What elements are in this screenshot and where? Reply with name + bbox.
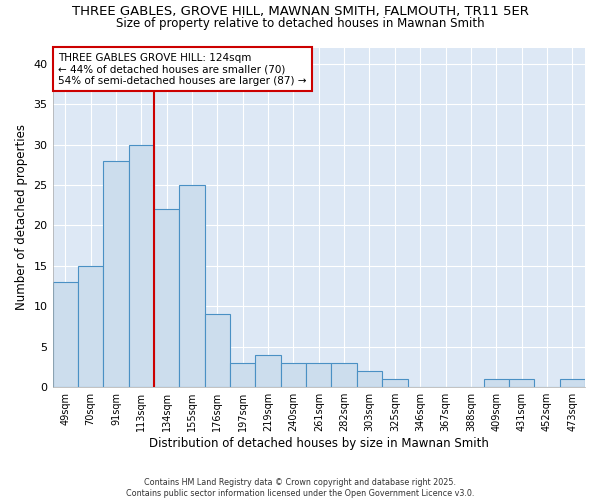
Bar (484, 379, 509, 387)
Bar (331, 363, 357, 387)
Bar (560, 379, 585, 387)
Bar (205, 314, 230, 387)
Bar (306, 363, 331, 387)
Bar (281, 363, 306, 387)
Text: Size of property relative to detached houses in Mawnan Smith: Size of property relative to detached ho… (116, 18, 484, 30)
Text: THREE GABLES, GROVE HILL, MAWNAN SMITH, FALMOUTH, TR11 5ER: THREE GABLES, GROVE HILL, MAWNAN SMITH, … (71, 5, 529, 18)
Bar (256, 355, 281, 387)
X-axis label: Distribution of detached houses by size in Mawnan Smith: Distribution of detached houses by size … (149, 437, 489, 450)
Bar (382, 379, 407, 387)
Text: THREE GABLES GROVE HILL: 124sqm
← 44% of detached houses are smaller (70)
54% of: THREE GABLES GROVE HILL: 124sqm ← 44% of… (58, 52, 307, 86)
Bar (154, 210, 179, 387)
Bar (128, 144, 154, 387)
Bar (230, 363, 256, 387)
Bar (179, 185, 205, 387)
Bar (103, 160, 128, 387)
Bar (53, 282, 78, 387)
Text: Contains HM Land Registry data © Crown copyright and database right 2025.
Contai: Contains HM Land Registry data © Crown c… (126, 478, 474, 498)
Bar (78, 266, 103, 387)
Bar (509, 379, 534, 387)
Y-axis label: Number of detached properties: Number of detached properties (15, 124, 28, 310)
Bar (357, 371, 382, 387)
